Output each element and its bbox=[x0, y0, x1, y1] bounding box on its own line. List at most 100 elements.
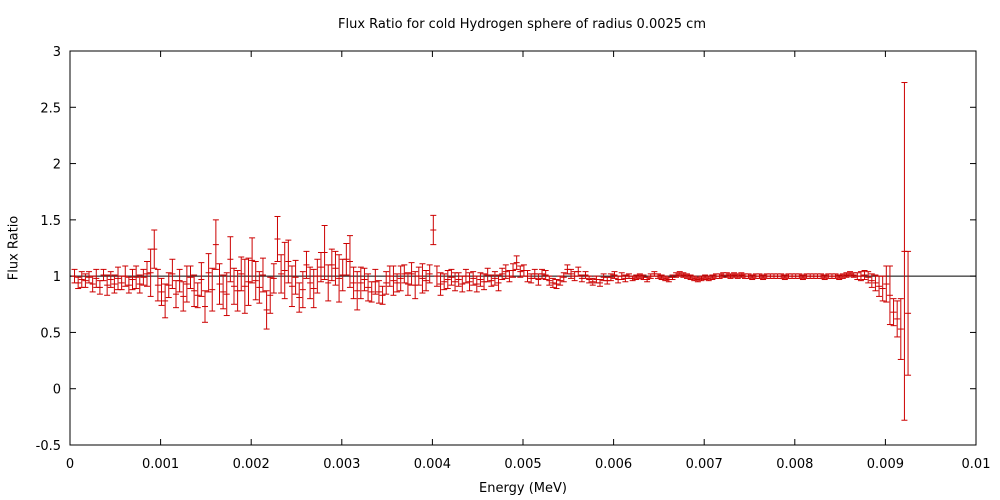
data-point bbox=[238, 256, 245, 292]
data-point bbox=[361, 267, 368, 292]
data-point bbox=[365, 273, 372, 302]
data-point bbox=[223, 272, 230, 317]
data-point bbox=[861, 270, 868, 281]
data-point bbox=[481, 273, 488, 291]
data-point bbox=[716, 273, 723, 279]
data-point bbox=[270, 263, 277, 294]
data-point bbox=[408, 262, 415, 286]
data-point bbox=[854, 272, 861, 281]
data-point bbox=[524, 270, 531, 283]
data-point bbox=[314, 258, 321, 294]
data-point bbox=[336, 254, 343, 303]
data-point bbox=[879, 275, 886, 302]
data-point bbox=[209, 267, 216, 312]
data-point bbox=[390, 265, 397, 296]
data-point bbox=[75, 276, 82, 290]
data-point bbox=[212, 219, 219, 270]
data-point bbox=[256, 271, 263, 304]
data-point bbox=[553, 279, 560, 290]
data-point bbox=[462, 268, 469, 284]
data-point bbox=[104, 274, 111, 296]
data-point bbox=[140, 268, 147, 286]
y-tick-label: 1.5 bbox=[40, 214, 61, 229]
data-point bbox=[883, 265, 890, 303]
data-point bbox=[71, 268, 78, 284]
data-point bbox=[310, 268, 317, 309]
data-point bbox=[568, 268, 575, 279]
data-point bbox=[375, 280, 382, 304]
data-point bbox=[169, 258, 176, 290]
data-point bbox=[836, 274, 843, 281]
data-point bbox=[738, 272, 745, 278]
data-point bbox=[886, 265, 893, 326]
data-point bbox=[441, 273, 448, 291]
data-point bbox=[865, 271, 872, 284]
data-point bbox=[868, 273, 875, 288]
data-point bbox=[691, 275, 698, 282]
data-point bbox=[466, 272, 473, 292]
data-point bbox=[502, 264, 509, 279]
data-point bbox=[332, 250, 339, 286]
data-point bbox=[488, 274, 495, 287]
y-tick-label: 3 bbox=[53, 45, 61, 60]
data-point bbox=[499, 267, 506, 281]
data-point bbox=[328, 248, 335, 282]
data-point bbox=[216, 263, 223, 305]
data-point bbox=[455, 272, 462, 287]
data-point bbox=[760, 274, 767, 281]
data-point bbox=[173, 280, 180, 309]
data-point bbox=[644, 276, 651, 283]
data-point bbox=[734, 273, 741, 279]
data-point bbox=[426, 264, 433, 284]
data-point bbox=[180, 281, 187, 312]
data-point bbox=[495, 274, 502, 292]
data-point bbox=[727, 273, 734, 279]
data-point bbox=[415, 266, 422, 286]
data-point bbox=[129, 268, 136, 291]
plot-frame bbox=[69, 50, 977, 446]
data-point bbox=[680, 272, 687, 278]
x-tick-label: 0.007 bbox=[686, 457, 723, 472]
data-point bbox=[325, 264, 332, 302]
data-point bbox=[249, 237, 256, 284]
data-point bbox=[430, 214, 437, 246]
data-point bbox=[383, 271, 390, 295]
data-point bbox=[299, 271, 306, 309]
data-point bbox=[709, 274, 716, 281]
data-point bbox=[535, 273, 542, 286]
data-point bbox=[96, 280, 103, 295]
data-point bbox=[394, 273, 401, 293]
data-point bbox=[654, 273, 661, 279]
data-point bbox=[401, 264, 408, 284]
y-tick-label: 2.5 bbox=[40, 101, 61, 116]
data-point bbox=[723, 272, 730, 278]
data-point bbox=[230, 267, 237, 305]
data-point bbox=[147, 248, 154, 297]
data-point bbox=[658, 274, 665, 281]
x-tick-label: 0.005 bbox=[504, 457, 541, 472]
x-axis-label: Energy (MeV) bbox=[479, 481, 567, 496]
data-point bbox=[448, 268, 455, 286]
data-point bbox=[796, 273, 803, 279]
y-tick-label: 0.5 bbox=[40, 326, 61, 341]
data-point bbox=[115, 266, 122, 291]
data-point bbox=[513, 255, 520, 270]
data-point bbox=[452, 272, 459, 292]
data-point bbox=[629, 275, 636, 282]
data-point bbox=[597, 279, 604, 287]
data-point bbox=[419, 263, 426, 294]
data-point bbox=[731, 272, 738, 278]
y-tick-label: -0.5 bbox=[36, 439, 61, 454]
data-point bbox=[818, 273, 825, 279]
data-point bbox=[622, 274, 629, 283]
data-point bbox=[397, 265, 404, 292]
data-point bbox=[539, 268, 546, 279]
data-point bbox=[839, 273, 846, 279]
x-tick-label: 0.004 bbox=[414, 457, 451, 472]
data-point bbox=[901, 82, 908, 421]
data-point bbox=[857, 271, 864, 282]
data-point bbox=[560, 272, 567, 283]
data-point bbox=[843, 272, 850, 278]
data-point bbox=[633, 274, 640, 281]
data-point bbox=[437, 272, 444, 296]
